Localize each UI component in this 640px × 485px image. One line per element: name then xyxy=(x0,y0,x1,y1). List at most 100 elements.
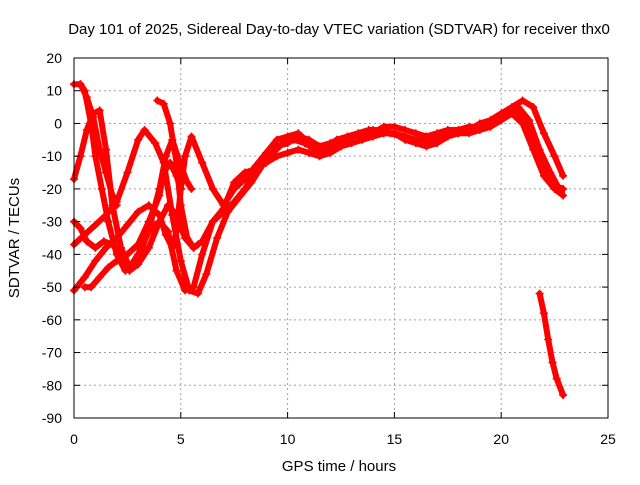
data-point-marker xyxy=(123,220,132,229)
data-point-marker xyxy=(219,204,228,213)
data-point-marker xyxy=(369,132,377,141)
data-point-marker xyxy=(193,289,202,298)
series-track-8 xyxy=(153,96,202,252)
data-point-marker xyxy=(129,260,138,269)
data-point-marker xyxy=(91,256,100,265)
data-point-marker xyxy=(240,168,249,177)
data-point-marker xyxy=(497,116,506,125)
data-point-marker xyxy=(283,132,292,141)
data-point-marker xyxy=(144,217,153,226)
data-point-marker xyxy=(518,119,527,128)
data-point-marker xyxy=(518,96,527,105)
data-point-marker xyxy=(559,191,568,200)
data-point-marker xyxy=(104,263,113,272)
data-point-marker xyxy=(379,129,388,138)
data-point-marker xyxy=(87,283,96,292)
data-point-marker xyxy=(514,103,523,112)
data-point-marker xyxy=(548,358,557,367)
data-point-marker xyxy=(176,201,185,210)
data-point-marker xyxy=(176,256,185,265)
data-point-marker xyxy=(172,266,181,275)
data-point-marker xyxy=(168,243,177,252)
tick-layer: 20 10 0 -10 -20 -30 -40 -50 -60 -70 -80 -90 0 5 10 15 20… xyxy=(42,50,616,447)
data-point-marker xyxy=(198,250,207,259)
data-point-marker xyxy=(422,142,431,151)
data-point-marker xyxy=(172,227,181,236)
data-point-marker xyxy=(294,129,303,138)
series-line xyxy=(71,104,564,297)
data-point-marker xyxy=(465,129,474,138)
data-point-marker xyxy=(559,171,568,180)
data-point-marker xyxy=(164,201,172,210)
x-tick-label: 25 xyxy=(600,431,616,447)
data-point-marker xyxy=(155,191,164,200)
data-point-marker xyxy=(159,99,168,108)
x-tick-label: 10 xyxy=(280,431,296,447)
data-point-marker xyxy=(140,126,149,134)
data-point-marker xyxy=(401,126,410,134)
data-point-marker xyxy=(411,129,420,138)
data-point-marker xyxy=(76,80,85,89)
data-point-marker xyxy=(80,273,89,282)
data-point-marker xyxy=(411,139,420,148)
data-point-marker xyxy=(443,132,452,141)
data-point-marker xyxy=(208,184,217,193)
data-point-marker xyxy=(91,243,100,252)
x-axis-label: GPS time / hours xyxy=(282,458,396,475)
x-tick-label: 0 xyxy=(70,431,78,447)
data-point-marker xyxy=(166,119,175,128)
y-tick-label: -70 xyxy=(42,345,62,361)
data-point-marker xyxy=(251,165,260,174)
data-point-marker xyxy=(123,168,132,177)
data-point-marker xyxy=(552,374,561,383)
data-point-marker xyxy=(535,289,544,298)
data-point-marker xyxy=(91,220,100,229)
data-point-marker xyxy=(89,112,98,121)
data-point-marker xyxy=(91,152,100,161)
data-point-marker xyxy=(358,135,367,144)
plot-frame xyxy=(73,57,609,419)
data-point-marker xyxy=(433,129,442,138)
y-axis-label: SDTVAR / TECUs xyxy=(6,178,23,298)
x-tick-label: 5 xyxy=(177,431,185,447)
data-point-marker xyxy=(550,152,559,161)
y-tick-label: -20 xyxy=(42,181,62,197)
data-point-marker xyxy=(433,139,442,148)
data-point-marker xyxy=(189,243,198,252)
data-point-marker xyxy=(138,243,147,252)
y-tick-label: -60 xyxy=(42,312,62,328)
data-point-marker xyxy=(326,148,335,157)
data-point-marker xyxy=(183,234,192,242)
data-point-marker xyxy=(102,168,110,177)
data-point-marker xyxy=(134,207,143,216)
data-point-marker xyxy=(76,224,85,233)
data-point-marker xyxy=(198,237,207,246)
data-point-marker xyxy=(198,158,207,167)
series-line xyxy=(154,97,201,251)
data-point-marker xyxy=(507,109,516,118)
data-point-marker xyxy=(123,250,132,259)
data-point-marker xyxy=(104,217,113,226)
data-point-marker xyxy=(181,152,190,161)
data-point-marker xyxy=(151,139,160,148)
data-point-marker xyxy=(337,142,345,151)
data-point-marker xyxy=(283,148,292,157)
data-point-marker xyxy=(247,178,256,187)
data-point-marker xyxy=(262,148,271,157)
series-layer xyxy=(70,80,568,400)
y-tick-label: -80 xyxy=(42,377,62,393)
data-point-marker xyxy=(422,132,431,141)
data-point-marker xyxy=(223,207,232,216)
data-point-marker xyxy=(529,103,538,112)
data-point-marker xyxy=(183,178,192,187)
data-point-marker xyxy=(539,309,548,318)
data-point-marker xyxy=(272,152,281,161)
data-point-marker xyxy=(172,211,181,220)
data-point-marker xyxy=(134,240,143,249)
data-point-marker xyxy=(202,270,211,278)
data-point-marker xyxy=(172,158,181,167)
data-point-marker xyxy=(529,145,538,154)
data-point-marker xyxy=(99,237,108,246)
data-point-marker xyxy=(161,230,170,239)
